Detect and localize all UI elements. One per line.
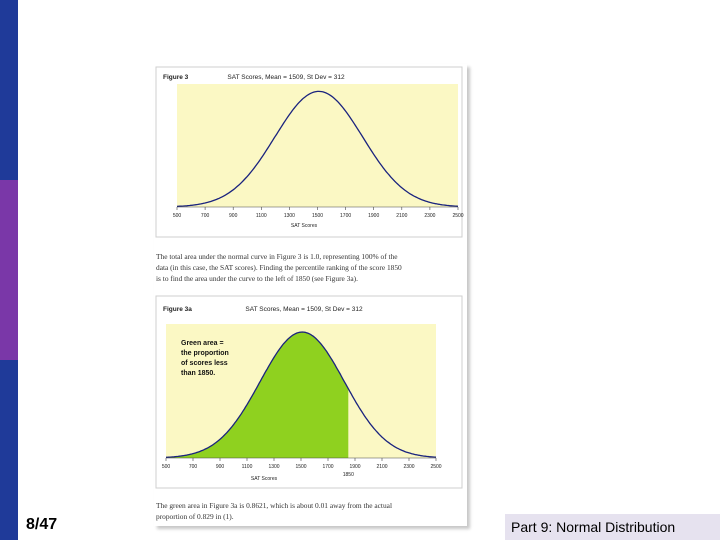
figure-canvas: Figure 3 SAT Scores, Mean = 1509, St Dev… [155,66,464,521]
paragraph-2-line-2: proportion of 0.829 in (1). [156,512,234,521]
page-number: 8/47 [26,516,58,533]
figure-3-title: SAT Scores, Mean = 1509, St Dev = 312 [227,74,345,81]
footer-title: Part 9: Normal Distribution [505,514,720,540]
figure-3-normal-curve [176,90,459,208]
figure-3-x-ticks: 500 700 900 1100 1300 1500 1700 1900 2100 2300 250… [173,207,464,219]
figure-3a-tick-label: 1300 [268,464,279,470]
figure-3-tick-label: 1300 [284,213,295,219]
figure-3-xlabel: SAT Scores [291,223,318,229]
figure-3a-tick-label: 1100 [242,464,253,470]
figure-3a-normal-curve [166,331,437,458]
sidebar-band-top [0,0,18,180]
sidebar-band-bottom [0,360,18,540]
figure-3a-tick-label: 2300 [403,464,414,470]
figure-3a-tick-label: 1700 [322,464,333,470]
figure-3-tick-label: 900 [229,213,238,219]
figure-3a-tick-label: 900 [216,464,225,470]
figure-3-tick-label: 1100 [256,213,267,219]
annotation-line-2: the proportion [181,350,229,357]
figure-3a-tick-label: 700 [189,464,198,470]
figure-3a-xlabel: SAT Scores [251,476,278,482]
figure-3a-tick-label: 1500 [295,464,306,470]
figure-3a-tick-label: 2100 [376,464,387,470]
paragraph-1-line-1: The total area under the normal curve in… [156,252,398,261]
figure-3-tick-label: 1700 [340,213,351,219]
figure-3-tick-label: 700 [201,213,210,219]
paragraph-2-line-1: The green area in Figure 3a is 0.8621, w… [156,501,392,510]
sidebar-band-middle [0,180,18,360]
paragraph-1-line-3: is to find the area under the curve to t… [156,274,358,283]
figure-3a-title: SAT Scores, Mean = 1509, St Dev = 312 [245,306,363,313]
annotation-line-1: Green area = [181,340,224,347]
figure-3-tick-label: 1500 [312,213,323,219]
paragraph-1-line-2: data (in this case, the SAT scores). Fin… [156,263,402,272]
figure-3a-label: Figure 3a [163,306,192,313]
figure-3a-x-ticks: 500 700 900 1100 1300 1500 1700 1900 2100 2300 250… [162,458,442,470]
figure-3a-tick-label: 2500 [430,464,441,470]
figure-3a-tick-label: 1900 [349,464,360,470]
figure-3a-tick-label: 500 [162,464,171,470]
figure-3-tick-label: 2300 [424,213,435,219]
figure-3-tick-label: 500 [173,213,182,219]
figure-3-tick-label: 2100 [396,213,407,219]
scanned-figure-page: Figure 3 SAT Scores, Mean = 1509, St Dev… [154,64,467,526]
annotation-line-4: than 1850. [181,370,215,377]
figure-3a-shade-label: 1850 [343,472,354,478]
figure-3-tick-label: 2500 [452,213,463,219]
figure-3-tick-label: 1900 [368,213,379,219]
figure-3-plot-area [177,84,458,207]
figure-3a-shaded-area [166,332,349,458]
annotation-line-3: of scores less [181,360,228,367]
figure-3-label: Figure 3 [163,74,189,81]
